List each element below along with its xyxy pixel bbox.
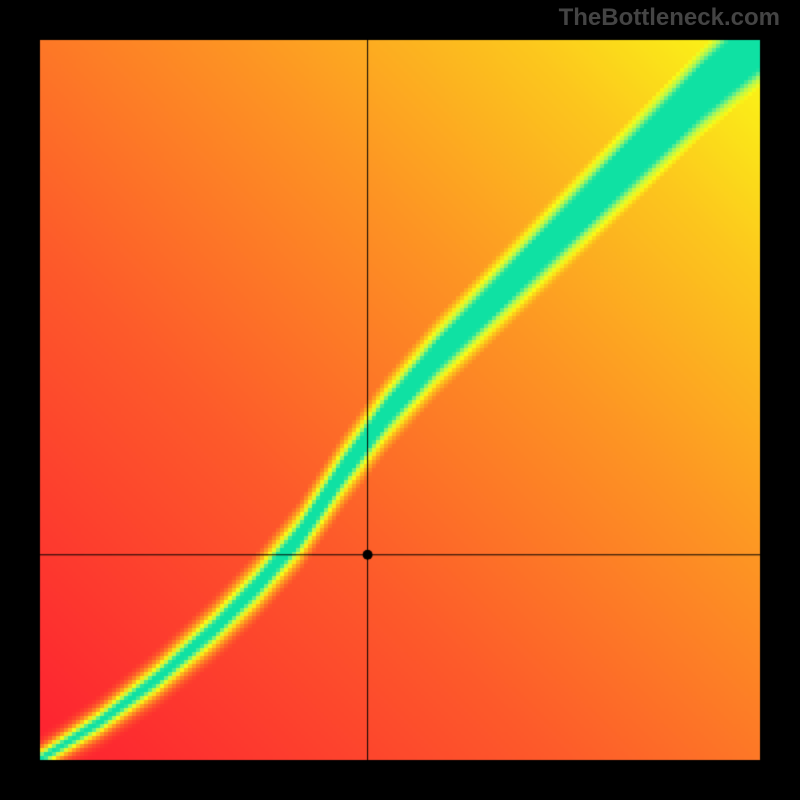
heatmap-canvas	[0, 0, 800, 800]
watermark-text: TheBottleneck.com	[559, 4, 780, 32]
chart-container: TheBottleneck.com	[0, 0, 800, 800]
